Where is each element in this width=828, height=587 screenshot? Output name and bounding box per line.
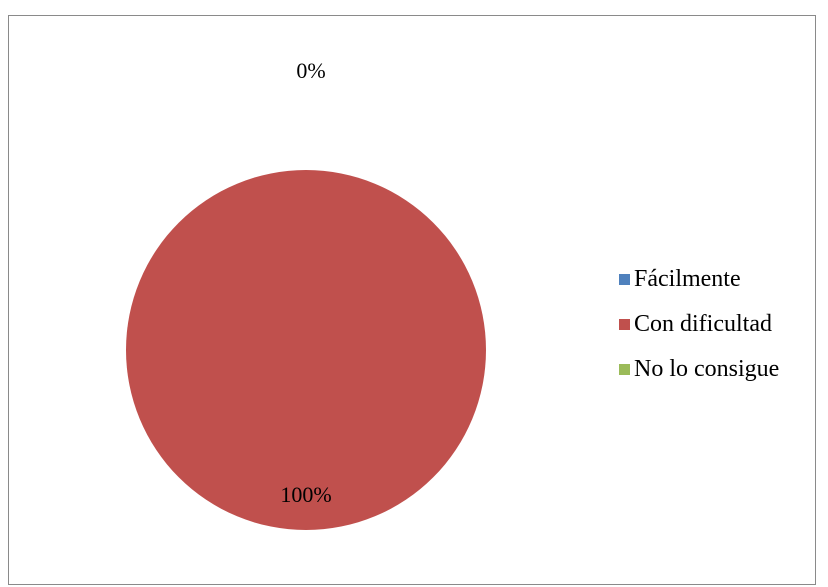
legend-label: Fácilmente — [634, 266, 741, 292]
pie-slice-con-dificultad — [126, 170, 486, 530]
legend-item-facilmente: Fácilmente — [619, 257, 779, 302]
legend: Fácilmente Con dificultad No lo consigue — [619, 257, 779, 392]
chart-frame: 0% 100% Fácilmente Con dificultad No lo con… — [8, 15, 816, 585]
data-label-con-dificultad: 100% — [280, 482, 331, 507]
legend-swatch — [619, 319, 630, 330]
legend-label: No lo consigue — [634, 356, 780, 382]
legend-item-con-dificultad: Con dificultad — [619, 302, 779, 347]
data-label-facilmente: 0% — [296, 58, 325, 83]
legend-label: Con dificultad — [634, 311, 772, 337]
legend-swatch — [619, 274, 630, 285]
pie-chart: 0% 100% — [126, 58, 486, 530]
legend-swatch — [619, 364, 630, 375]
legend-item-no-lo-consigue: No lo consigue — [619, 347, 779, 392]
